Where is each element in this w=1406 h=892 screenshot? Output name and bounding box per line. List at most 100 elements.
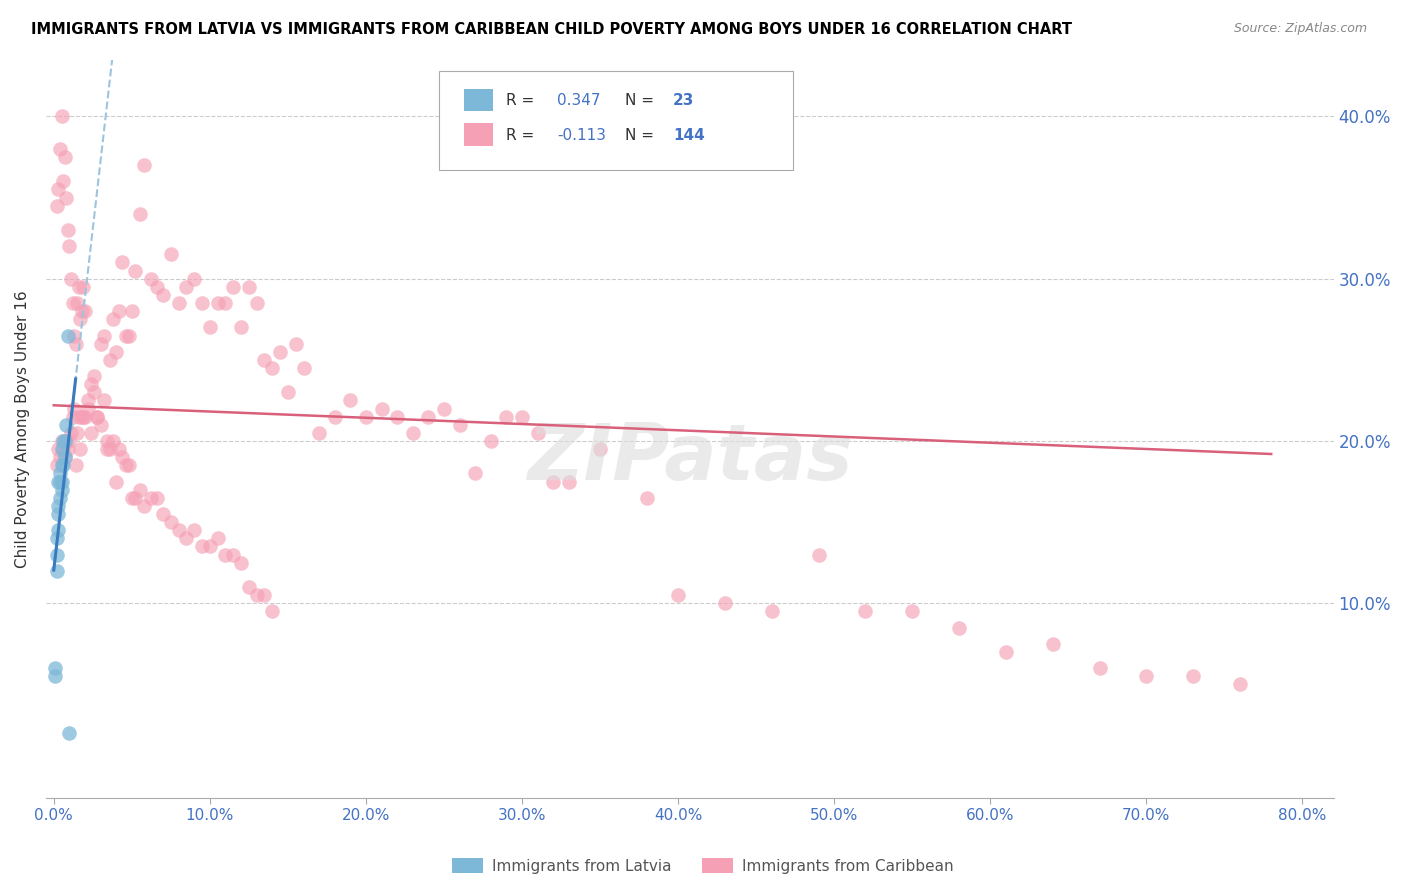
Point bbox=[253, 352, 276, 367]
Point bbox=[45, 564, 67, 578]
Point bbox=[80, 377, 103, 392]
Point bbox=[183, 523, 205, 537]
Point bbox=[994, 645, 1017, 659]
Point bbox=[167, 296, 190, 310]
Point bbox=[246, 296, 269, 310]
Legend: Immigrants from Latvia, Immigrants from Caribbean: Immigrants from Latvia, Immigrants from … bbox=[446, 852, 960, 880]
Point bbox=[73, 409, 96, 424]
Point bbox=[238, 280, 260, 294]
FancyBboxPatch shape bbox=[464, 88, 492, 112]
Text: IMMIGRANTS FROM LATVIA VS IMMIGRANTS FROM CARIBBEAN CHILD POVERTY AMONG BOYS UND: IMMIGRANTS FROM LATVIA VS IMMIGRANTS FRO… bbox=[31, 22, 1071, 37]
Point bbox=[666, 588, 689, 602]
Point bbox=[176, 280, 198, 294]
Point bbox=[121, 491, 143, 505]
Point bbox=[86, 409, 108, 424]
Point bbox=[49, 491, 72, 505]
Text: 0.347: 0.347 bbox=[557, 93, 600, 108]
Point bbox=[53, 434, 76, 448]
Text: 23: 23 bbox=[673, 93, 695, 108]
Point bbox=[69, 312, 91, 326]
Point bbox=[214, 296, 236, 310]
Text: 144: 144 bbox=[673, 128, 704, 143]
Point bbox=[49, 142, 72, 156]
Point bbox=[121, 304, 143, 318]
Point bbox=[269, 344, 291, 359]
Point bbox=[139, 491, 162, 505]
Point bbox=[714, 596, 737, 610]
Point bbox=[70, 409, 93, 424]
Point bbox=[67, 280, 90, 294]
Point bbox=[48, 182, 70, 196]
Point bbox=[55, 417, 77, 432]
Point bbox=[44, 669, 66, 683]
Point bbox=[160, 247, 183, 261]
Point bbox=[262, 361, 284, 376]
Point bbox=[77, 401, 100, 416]
Point bbox=[222, 280, 245, 294]
Point bbox=[214, 548, 236, 562]
Point bbox=[948, 621, 970, 635]
Point bbox=[105, 344, 128, 359]
Point bbox=[118, 328, 141, 343]
Point bbox=[402, 425, 425, 440]
Point bbox=[114, 458, 136, 473]
Point bbox=[65, 336, 87, 351]
Point bbox=[433, 401, 456, 416]
Point bbox=[53, 450, 76, 465]
Point bbox=[207, 532, 229, 546]
Point bbox=[323, 409, 346, 424]
Point bbox=[45, 199, 67, 213]
Point bbox=[63, 328, 86, 343]
Point bbox=[111, 450, 134, 465]
Point bbox=[152, 288, 174, 302]
Point bbox=[51, 475, 73, 489]
Point bbox=[49, 450, 72, 465]
Point bbox=[58, 726, 80, 740]
Point bbox=[73, 304, 96, 318]
Point bbox=[80, 425, 103, 440]
Point bbox=[124, 491, 146, 505]
Point bbox=[222, 548, 245, 562]
Point bbox=[105, 475, 128, 489]
Point bbox=[1088, 661, 1111, 675]
Point bbox=[56, 328, 79, 343]
Point bbox=[146, 491, 169, 505]
Point bbox=[56, 442, 79, 456]
Point bbox=[418, 409, 440, 424]
Point bbox=[86, 409, 108, 424]
Point bbox=[761, 604, 783, 618]
Point bbox=[198, 320, 221, 334]
Text: R =: R = bbox=[506, 93, 538, 108]
Point bbox=[1182, 669, 1205, 683]
Point bbox=[191, 296, 214, 310]
Point bbox=[45, 548, 67, 562]
Point bbox=[114, 328, 136, 343]
Point bbox=[63, 401, 86, 416]
Point bbox=[52, 458, 75, 473]
Point bbox=[183, 271, 205, 285]
Point bbox=[558, 475, 581, 489]
Point bbox=[69, 442, 91, 456]
Point bbox=[52, 434, 75, 448]
Point bbox=[128, 483, 150, 497]
Point bbox=[72, 409, 94, 424]
Point bbox=[101, 312, 124, 326]
Point bbox=[56, 223, 79, 237]
Point bbox=[385, 409, 408, 424]
Point bbox=[59, 425, 82, 440]
Point bbox=[901, 604, 924, 618]
Point bbox=[90, 336, 112, 351]
Point bbox=[48, 499, 70, 513]
Point bbox=[90, 417, 112, 432]
Point bbox=[101, 434, 124, 448]
Point bbox=[62, 409, 84, 424]
Point bbox=[370, 401, 392, 416]
Point bbox=[49, 467, 72, 481]
Text: ZIPatas: ZIPatas bbox=[527, 420, 852, 496]
Point bbox=[308, 425, 330, 440]
Point bbox=[167, 523, 190, 537]
Point bbox=[96, 442, 118, 456]
Point bbox=[59, 271, 82, 285]
Point bbox=[45, 532, 67, 546]
Point bbox=[118, 458, 141, 473]
